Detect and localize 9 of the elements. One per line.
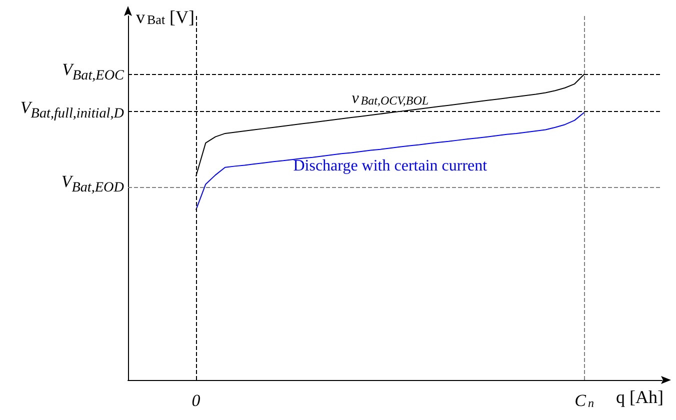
ref-line-label: V$_{Bat,EOD}$ <box>61 172 124 198</box>
ref-line-label: V$_{Bat,full,initial,D}$ <box>20 98 124 124</box>
series-label: Discharge with certain current <box>293 158 488 175</box>
ref-line-label: V$_{Bat,EOC}$ <box>62 60 124 86</box>
series-label: vBat,OCV,BOL <box>352 90 429 108</box>
x-axis-title: q [Ah] <box>616 387 664 407</box>
x-tick-label: 0 <box>192 391 201 410</box>
x-tick-label: Cn <box>574 391 594 410</box>
y-axis-title: vBat [V] <box>136 7 195 27</box>
